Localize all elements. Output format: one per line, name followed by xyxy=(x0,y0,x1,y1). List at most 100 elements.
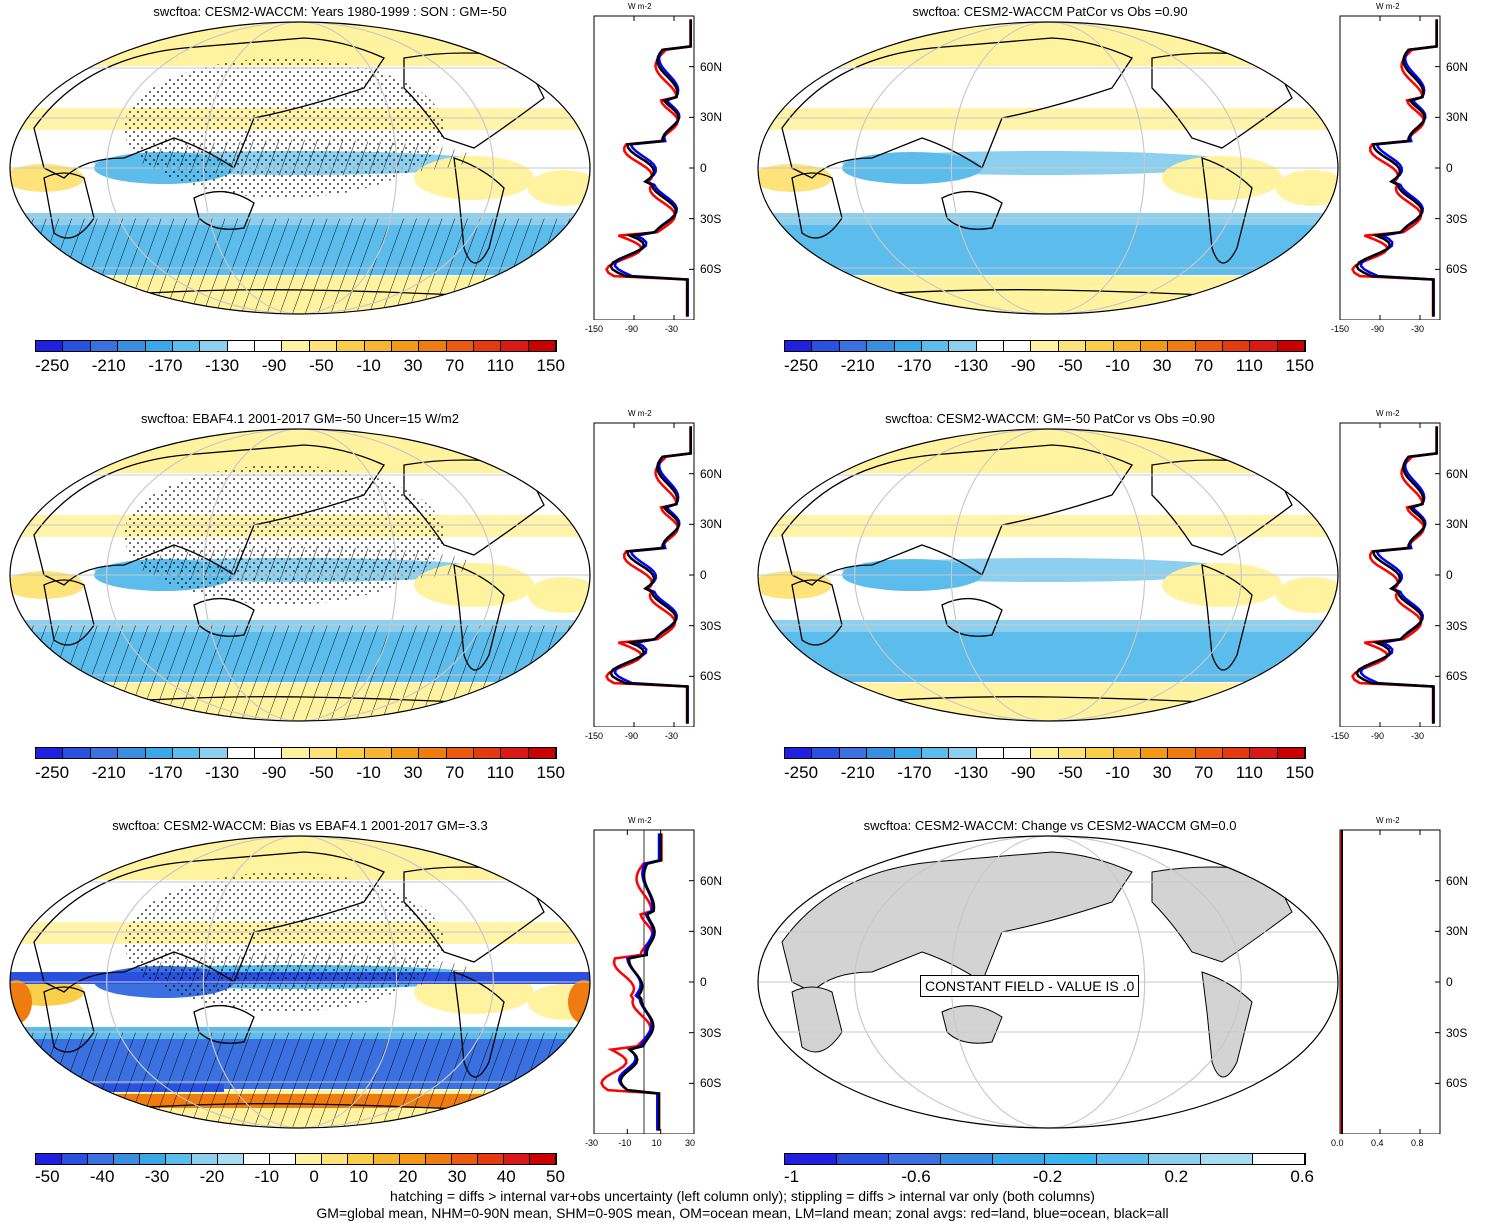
colorbar-labels-1: -250 -210 -170 -130 -90 -50 -10 30 70 110 150 xyxy=(35,356,565,376)
coastline xyxy=(941,190,1003,230)
colorbar-tick-label: 0 xyxy=(309,1167,319,1186)
colorbar-swatch xyxy=(452,1154,478,1164)
colorbar-swatch xyxy=(478,1154,504,1164)
colorbar-swatch xyxy=(1058,748,1087,758)
map-border xyxy=(757,21,1339,315)
map-panel-5 xyxy=(9,835,591,1129)
colorbar-tick-label: -10 xyxy=(356,356,381,375)
longitude-gridline xyxy=(950,429,1146,721)
map-panel-4 xyxy=(757,428,1339,722)
zonal-tick-label: 0.8 xyxy=(1411,1138,1424,1148)
panel-title-2: swcftoa: CESM2-WACCM PatCor vs Obs =0.90 xyxy=(912,4,1188,19)
panel-title-1: swcftoa: CESM2-WACCM: Years 1980-1999 : … xyxy=(153,4,507,19)
colorbar-tick-label: -90 xyxy=(1010,356,1036,375)
colorbar-tick-label: -250 xyxy=(784,356,819,375)
colorbar-6 xyxy=(784,1153,1306,1165)
colorbar-tick-label: 30 xyxy=(403,356,423,375)
colorbar-swatch xyxy=(118,341,146,351)
unit-label-3: W m-2 xyxy=(628,409,652,418)
colorbar-swatch xyxy=(1250,341,1278,351)
latitude-label: 0 xyxy=(700,975,707,989)
latitude-label: 60N xyxy=(1446,466,1469,481)
colorbar-swatch xyxy=(1113,341,1141,351)
colorbar-swatch xyxy=(446,341,474,351)
atlantic-east-patch xyxy=(528,577,590,613)
latitude-label: 30N xyxy=(1446,517,1469,532)
zonal-tick-label: -150 xyxy=(1331,731,1350,741)
colorbar-tick-label: 50 xyxy=(546,1167,565,1186)
map-border xyxy=(9,835,591,1129)
zonal-tick-label: -30 xyxy=(1411,324,1425,334)
longitude-gridline xyxy=(106,22,494,314)
colorbar-swatch xyxy=(145,748,173,758)
colorbar-swatch xyxy=(36,748,64,758)
zonal-tick-label: 30 xyxy=(685,1138,696,1148)
colorbar-swatch xyxy=(322,1154,348,1164)
colorbar-swatch xyxy=(88,1154,114,1164)
zonal-line-ocean xyxy=(1359,426,1439,724)
colorbar-tick-label: -250 xyxy=(35,356,70,375)
colorbar-labels-2: -250 -210 -170 -130 -90 -50 -10 30 70 110 150 xyxy=(784,356,1314,376)
colorbar-tick-label: -170 xyxy=(897,763,932,782)
zonal-tick-label: 0.4 xyxy=(1371,1138,1384,1148)
colorbar-swatch xyxy=(1031,748,1059,758)
zonal-tick-label: -30 xyxy=(665,731,679,741)
zonal-frame xyxy=(1339,829,1441,1134)
colorbar-swatch xyxy=(114,1154,140,1164)
colorbar-swatch xyxy=(419,341,447,351)
map-border xyxy=(9,21,591,315)
colorbar-3 xyxy=(35,747,557,759)
colorbar-swatch xyxy=(218,1154,244,1164)
colorbar-labels-6: -1 -0.6 -0.2 0.2 0.6 xyxy=(784,1167,1314,1187)
map-panel-3 xyxy=(9,428,591,722)
colorbar-tick-label: -30 xyxy=(144,1167,170,1186)
colorbar-tick-label: 20 xyxy=(398,1167,418,1186)
map-panel-1 xyxy=(9,21,591,315)
colorbar-swatch xyxy=(309,748,338,758)
latitude-label: 0 xyxy=(1446,161,1453,175)
stratocumulus-region xyxy=(1162,156,1282,200)
colorbar-swatch xyxy=(528,748,557,758)
latitude-label: 30S xyxy=(700,618,722,633)
latitude-label: 30N xyxy=(700,110,723,125)
latitude-label: 60N xyxy=(1446,873,1469,888)
colorbar-swatch xyxy=(192,1154,218,1164)
latitude-label: 30N xyxy=(700,517,723,532)
unit-label-4: W m-2 xyxy=(1376,409,1400,418)
colorbar-swatch xyxy=(227,748,255,758)
colorbar-swatch xyxy=(255,341,283,351)
coastline xyxy=(941,597,1003,637)
colorbar-swatch xyxy=(1250,748,1278,758)
panel-title-4: swcftoa: CESM2-WACCM: GM=-50 PatCor vs O… xyxy=(885,411,1215,426)
colorbar-swatch xyxy=(172,748,201,758)
zonal-tick-label: 0.0 xyxy=(1331,1138,1344,1148)
zonal-line-land xyxy=(600,833,663,1131)
colorbar-swatch xyxy=(941,1154,993,1164)
colorbar-tick-label: -210 xyxy=(91,356,126,375)
zonal-tick-label: -30 xyxy=(585,1138,599,1148)
colorbar-tick-label: 30 xyxy=(403,763,423,782)
colorbar-tick-label: -210 xyxy=(840,763,875,782)
colorbar-tick-label: 110 xyxy=(486,356,514,375)
latitude-label: 60N xyxy=(1446,59,1469,74)
colorbar-tick-label: -130 xyxy=(954,356,989,375)
latitude-label: 60S xyxy=(1446,1076,1468,1091)
colorbar-swatch xyxy=(1097,1154,1149,1164)
unit-label-6: W m-2 xyxy=(1376,816,1400,825)
colorbar-tick-label: 70 xyxy=(445,356,465,375)
colorbar-swatch xyxy=(166,1154,192,1164)
latitude-label: 60N xyxy=(700,466,723,481)
land-shape xyxy=(1201,971,1253,1078)
colorbar-tick-label: -50 xyxy=(1058,763,1083,782)
colorbar-tick-label: -90 xyxy=(261,763,287,782)
colorbar-swatch xyxy=(839,341,868,351)
zonal-line-land xyxy=(605,426,692,724)
atlantic-east-patch xyxy=(1276,170,1338,206)
colorbar-swatch xyxy=(140,1154,166,1164)
latitude-label: 60S xyxy=(1446,669,1468,684)
colorbar-tick-label: -170 xyxy=(897,356,932,375)
land-shape xyxy=(941,1005,1003,1044)
colorbar-swatch xyxy=(1004,748,1032,758)
zonal-tick-label: -90 xyxy=(625,731,639,741)
zonal-line-ocean xyxy=(613,19,693,317)
